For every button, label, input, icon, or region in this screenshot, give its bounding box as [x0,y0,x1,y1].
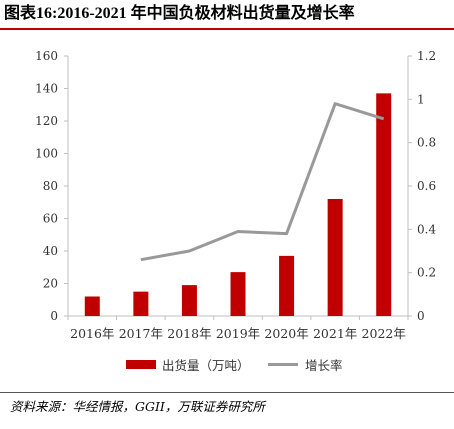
legend-bar-label: 出货量（万吨） [162,358,250,373]
source-divider [0,392,454,393]
right-tick-label: 1 [417,92,425,106]
left-tick-label: 160 [35,49,58,63]
growth-rate-line [140,102,385,262]
left-tick-label: 100 [35,147,58,161]
bar [279,255,295,316]
title-underline [0,28,454,30]
right-tick-label: 0.6 [417,179,436,193]
x-tick-label: 2019年 [216,326,260,341]
x-tick-label: 2018年 [167,326,211,341]
bar [376,93,392,316]
left-tick-label: 120 [35,114,58,128]
bar [230,272,246,316]
x-tick-label: 2016年 [70,326,114,341]
bar [84,296,100,316]
left-tick-label: 0 [50,309,58,323]
legend-bar-swatch [126,360,156,369]
x-tick-label: 2017年 [119,326,163,341]
chart-title: 图表16:2016-2021 年中国负极材料出货量及增长率 [4,5,355,22]
bar [133,291,149,316]
left-tick-label: 20 [43,277,58,291]
right-tick-label: 0.8 [417,136,436,150]
source-note: 资料来源：华经情报，GGII，万联证券研究所 [10,399,265,414]
x-tick-label: 2020年 [264,326,308,341]
left-tick-label: 140 [35,82,58,96]
bar [327,199,343,316]
right-tick-label: 0.2 [417,266,436,280]
right-tick-label: 0.4 [417,222,436,236]
legend-line-label: 增长率 [305,358,343,373]
left-tick-label: 40 [43,244,58,258]
combo-chart: 0 20 40 60 80 100 120 140 160 0 0.2 0.4 0.6 0.8 1 1.2 20… [35,49,436,373]
right-tick-label: 0 [417,309,425,323]
right-tick-label: 1.2 [417,49,436,63]
left-tick-label: 80 [43,179,58,193]
bar [181,285,197,316]
x-tick-label: 2021年 [313,326,357,341]
x-tick-label: 2022年 [362,326,406,341]
left-tick-label: 60 [43,212,58,226]
